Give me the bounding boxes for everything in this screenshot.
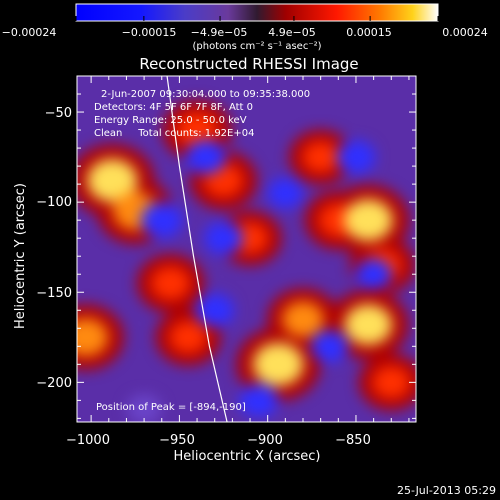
x-tick-label: −850: [335, 433, 371, 448]
hot-spot-8: [253, 342, 304, 386]
cold-spot-8: [126, 394, 162, 422]
cold-spot-4: [336, 140, 376, 174]
heatmap-image: [77, 100, 416, 422]
y-tick-label: −200: [36, 376, 72, 391]
colorbar: [75, 3, 439, 22]
cold-spot-3: [267, 177, 304, 209]
solar-limb-curve: [166, 76, 228, 422]
energy-range-annotation: Energy Range: 25.0 - 50.0 keV: [94, 115, 247, 126]
x-tick-label: −1000: [66, 433, 110, 448]
hot-spot-14: [372, 366, 411, 399]
hot-spot-5: [150, 266, 191, 301]
y-axis-label: Heliocentric Y (arcsec): [13, 183, 28, 329]
colorbar-tick-label: −0.00015: [122, 26, 177, 39]
colorbar-ticks: [75, 16, 439, 21]
detectors-annotation: Detectors: 4F 5F 6F 7F 8F, Att 0: [94, 102, 253, 113]
generated-timestamp: 25-Jul-2013 05:29: [397, 484, 496, 497]
cold-spot-1: [185, 139, 227, 175]
hot-spot-15: [302, 141, 339, 173]
hot-spot-12: [344, 304, 393, 346]
colorbar-tick-label: 4.9e−05: [268, 26, 315, 39]
hot-spot-2: [77, 318, 109, 357]
hot-spot-3: [176, 112, 218, 148]
x-axis-label: Heliocentric X (arcsec): [174, 449, 321, 464]
plot-frame: [76, 75, 417, 423]
hot-spot-7: [231, 222, 269, 254]
y-tick-label: −100: [36, 195, 72, 210]
cold-spot-5: [310, 330, 349, 363]
cold-spot-7: [239, 383, 279, 418]
colorbar-tick-label: 0.00015: [346, 26, 392, 39]
hot-spot-0: [87, 158, 138, 203]
hot-spot-6: [169, 321, 208, 354]
cold-spot-0: [140, 202, 183, 239]
y-tick-label: −150: [36, 286, 72, 301]
time-range-annotation: 2-Jun-2007 09:30:04.000 to 09:35:38.000: [101, 89, 310, 100]
colorbar-tick-label: 0.00024: [442, 26, 488, 39]
chart-title: Reconstructed RHESSI Image: [139, 55, 358, 73]
x-tick-label: −950: [159, 433, 195, 448]
axis-ticks: [77, 76, 416, 422]
cold-spot-9: [355, 258, 392, 290]
y-tick-label: −50: [45, 106, 72, 121]
peak-position-annotation: Position of Peak = [-894,-190]: [96, 402, 246, 413]
x-tick-label: −900: [247, 433, 283, 448]
hot-spot-11: [343, 199, 393, 242]
cold-spot-2: [203, 221, 244, 255]
colorbar-tick-label: −4.9e−05: [191, 26, 248, 39]
colorbar-unit-label: (photons cm⁻² s⁻¹ asec⁻²): [192, 41, 321, 52]
counts-annotation: Clean Total counts: 1.92E+04: [94, 128, 254, 139]
hot-spot-9: [282, 301, 324, 338]
colorbar-tick-label: −0.00024: [2, 26, 57, 39]
